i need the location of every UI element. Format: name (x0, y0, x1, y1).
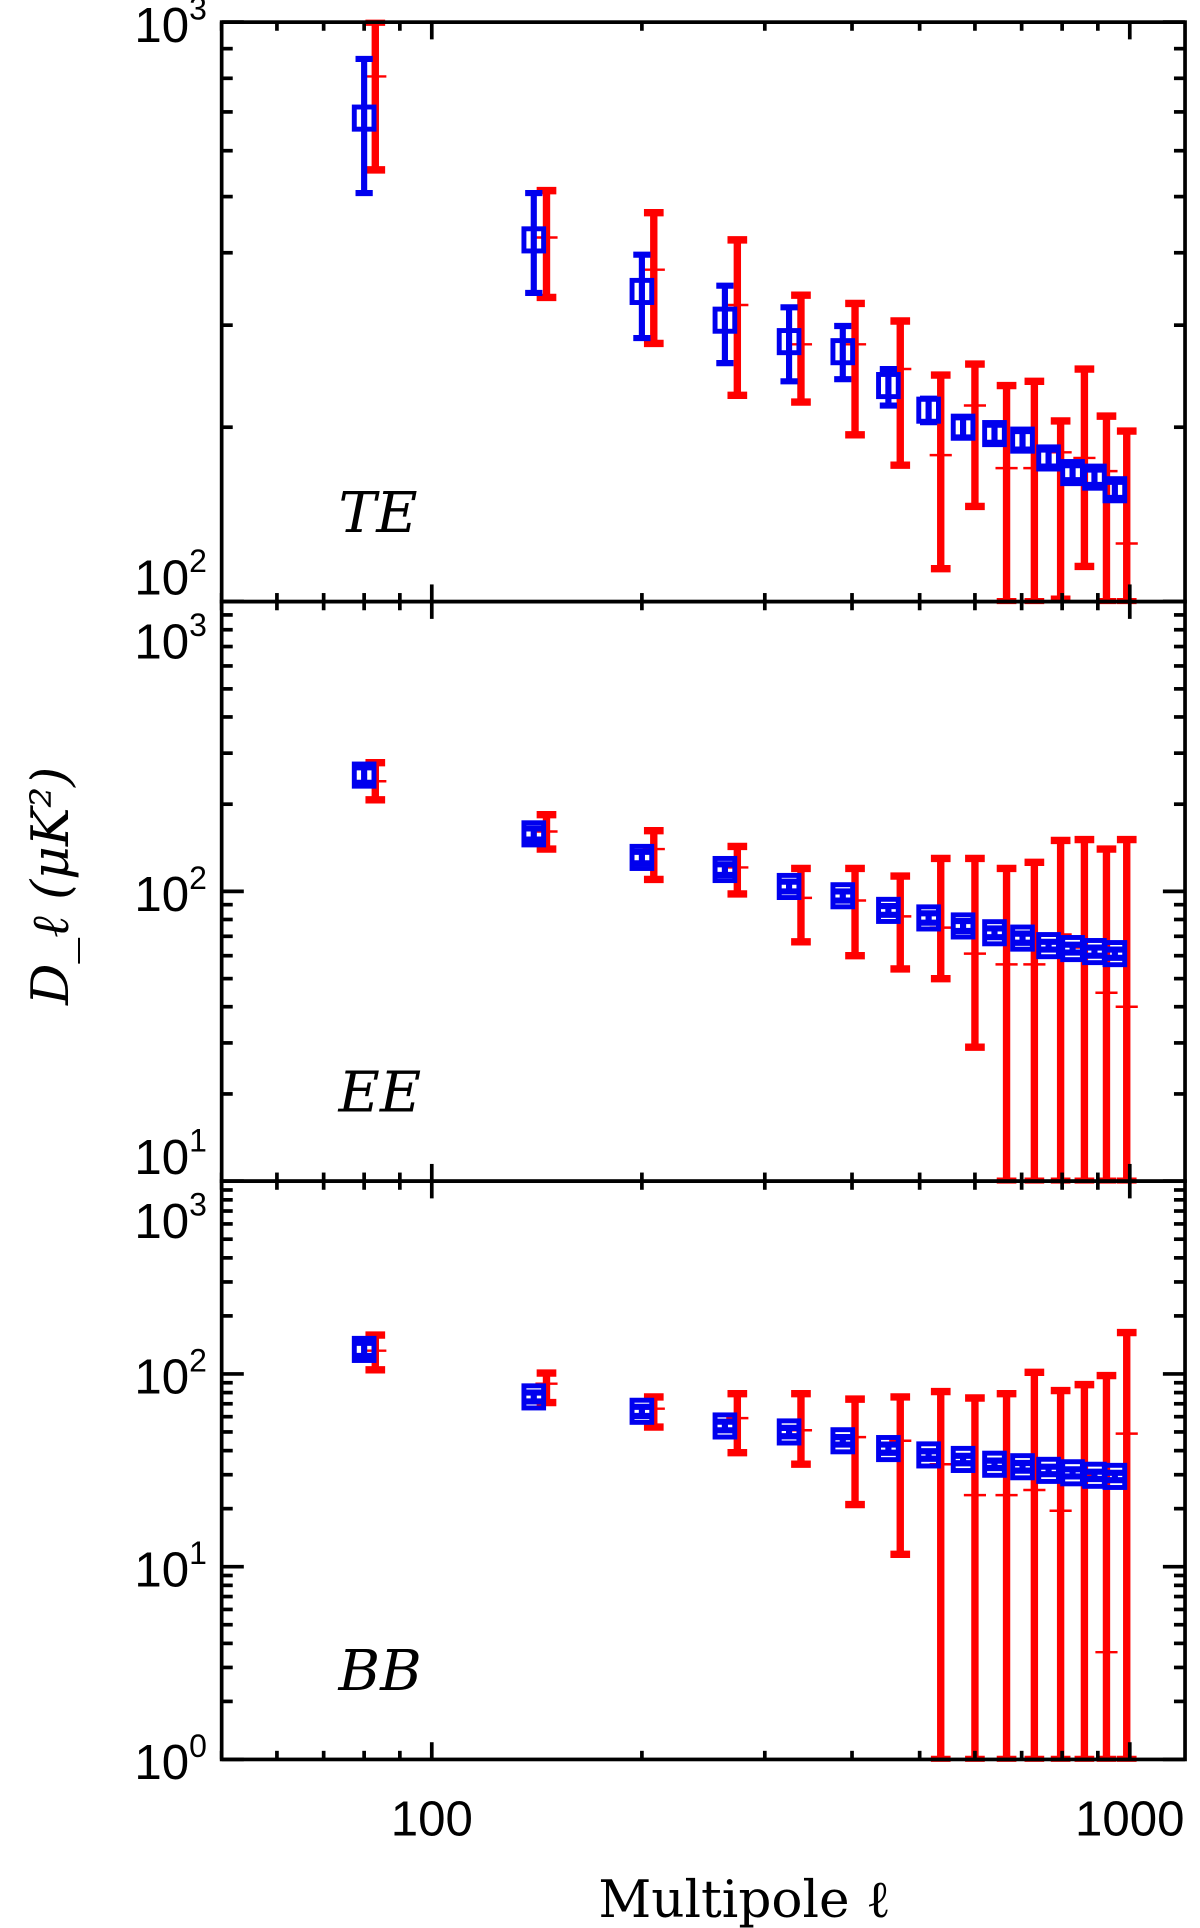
data-marks (351, 19, 1138, 605)
blue-point (712, 1412, 738, 1440)
frames-layer (219, 20, 1187, 1762)
blue-point (982, 1450, 1007, 1478)
y-tick-label: 102 (134, 543, 207, 605)
y-tick-label-base: 10 (134, 1542, 189, 1597)
blue-point (950, 912, 976, 940)
y-tick-label-exponent: 2 (189, 1342, 207, 1378)
blue-point (916, 904, 941, 932)
blue-point (916, 396, 941, 424)
blue-point (876, 896, 901, 924)
blue-point (776, 328, 802, 356)
y-tick-label-exponent: 0 (189, 1728, 207, 1764)
blue-point (629, 1397, 655, 1425)
blue-point (521, 820, 547, 848)
y-tick-label-exponent: 3 (189, 607, 207, 643)
blue-point (876, 1435, 901, 1463)
y-tick-label: 101 (134, 1535, 207, 1597)
blue-point (776, 872, 802, 901)
y-tick-label-exponent: 1 (189, 1535, 207, 1571)
y-tick-label: 103 (134, 607, 207, 669)
blue-point (876, 372, 901, 400)
blue-point (776, 1418, 802, 1446)
y-tick-label-base: 10 (134, 0, 189, 53)
x-tick-label: 1000 (1075, 1792, 1184, 1847)
y-tick-label: 103 (134, 0, 207, 53)
x-tick-label: 100 (391, 1792, 473, 1847)
blue-point (830, 338, 856, 366)
blue-point (629, 277, 655, 305)
y-tick-label: 100 (134, 1728, 207, 1790)
y-tick-label-base: 10 (134, 1130, 189, 1185)
blue-point (1010, 924, 1035, 952)
data-marks (351, 1328, 1138, 1762)
blue-point (982, 919, 1007, 947)
blue-point (830, 882, 856, 910)
blue-point (1102, 1462, 1128, 1490)
panel-label: TE (339, 480, 418, 546)
blue-point (351, 761, 377, 789)
blue-point (1010, 1453, 1035, 1481)
blue-point (712, 306, 738, 334)
panel-frame (219, 1179, 1187, 1762)
panel-ee (351, 759, 1138, 1184)
x-axis-title: Multipole ℓ (598, 1870, 890, 1928)
blue-point (1102, 940, 1128, 968)
marks-layer (351, 19, 1138, 1762)
blue-point (982, 420, 1007, 448)
y-tick-label-exponent: 2 (189, 543, 207, 579)
blue-point (1036, 1456, 1061, 1484)
panel-te (351, 19, 1138, 605)
blue-point (950, 1445, 976, 1473)
y-tick-label: 102 (134, 860, 207, 922)
y-tick-label-base: 10 (134, 1350, 189, 1405)
y-tick-label-base: 10 (134, 550, 189, 605)
y-tick-label-base: 10 (134, 867, 189, 922)
blue-point (916, 1441, 941, 1469)
blue-point (521, 1383, 547, 1411)
blue-point (1010, 426, 1035, 454)
y-axis-title: D_ℓ (μK²) (21, 767, 81, 1006)
blue-point (1036, 444, 1061, 472)
panel-bb (351, 1328, 1138, 1762)
blue-point (351, 1335, 377, 1363)
blue-point (950, 413, 976, 441)
y-tick-label-base: 10 (134, 614, 189, 669)
blue-point (830, 1427, 856, 1455)
y-tick-label-exponent: 2 (189, 860, 207, 896)
panel-label: EE (338, 1060, 422, 1126)
blue-point (521, 226, 547, 254)
data-marks (351, 759, 1138, 1184)
y-tick-label-base: 10 (134, 1194, 189, 1249)
y-tick-label-exponent: 3 (189, 0, 207, 27)
y-tick-label-base: 10 (134, 1735, 189, 1790)
blue-point (351, 104, 377, 132)
panel-label: BB (338, 1638, 422, 1704)
blue-point (629, 843, 655, 871)
blue-point (712, 855, 738, 884)
blue-point (1102, 476, 1128, 504)
blue-point (1036, 932, 1061, 960)
y-tick-label-exponent: 1 (189, 1123, 207, 1159)
y-tick-label: 102 (134, 1342, 207, 1404)
y-tick-label: 101 (134, 1123, 207, 1185)
y-tick-label: 103 (134, 1187, 207, 1249)
y-tick-label-exponent: 3 (189, 1187, 207, 1223)
